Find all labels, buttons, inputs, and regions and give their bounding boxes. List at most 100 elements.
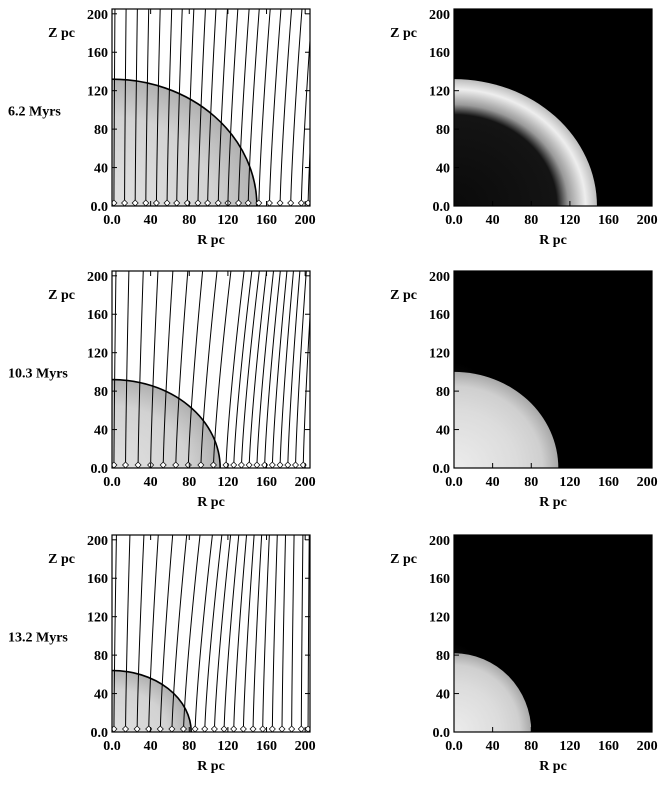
footpoint-marker	[131, 199, 139, 206]
y-axis-label: Z pc	[390, 26, 417, 41]
x-tick-label: 0.0	[445, 475, 463, 490]
y-tick-label: 200	[87, 534, 108, 549]
time-label: 10.3 Myrs	[8, 366, 68, 381]
footpoint-marker	[253, 461, 261, 468]
field-line	[291, 535, 295, 732]
x-tick-label: 120	[217, 739, 238, 754]
footpoint-marker	[249, 725, 257, 732]
y-tick-label: 80	[94, 385, 108, 400]
x-tick-label: 40	[144, 475, 158, 490]
footpoint-marker	[265, 199, 273, 206]
field-line	[176, 9, 183, 206]
footpoint-marker	[172, 461, 180, 468]
x-axis-label: R pc	[197, 495, 225, 510]
y-tick-label: 0.0	[433, 726, 451, 741]
x-tick-label: 160	[598, 739, 619, 754]
x-tick-label: 40	[486, 213, 500, 228]
x-tick-label: 0.0	[103, 739, 121, 754]
footpoint-marker	[287, 199, 295, 206]
footpoint-marker	[304, 725, 310, 732]
field-line	[271, 271, 288, 468]
y-tick-label: 160	[87, 572, 108, 587]
footpoint-marker	[201, 725, 209, 732]
field-line	[159, 535, 174, 732]
x-tick-label: 200	[637, 475, 658, 490]
x-tick-label: 200	[295, 475, 316, 490]
field-line	[182, 535, 201, 732]
field-line	[264, 271, 281, 468]
y-tick-label: 120	[87, 85, 108, 100]
x-axis-label: R pc	[539, 759, 567, 774]
x-tick-label: 120	[559, 739, 580, 754]
plot-frame	[111, 270, 311, 469]
footpoint-marker	[122, 461, 130, 468]
y-tick-label: 40	[436, 424, 450, 439]
y-tick-label: 80	[436, 123, 450, 138]
x-tick-label: 120	[217, 213, 238, 228]
field-line	[200, 271, 218, 468]
field-line	[186, 9, 195, 206]
field-line	[194, 535, 213, 732]
panel-1: 6.2 Myrs 0.0 40 80 120 160 200 0.0 40 80 120 160 200…	[8, 8, 316, 248]
shell-region	[454, 79, 597, 206]
field-line	[166, 9, 173, 206]
x-tick-label: 160	[256, 475, 277, 490]
field-line	[287, 271, 301, 468]
time-label: 13.2 Myrs	[8, 630, 68, 645]
field-line	[295, 271, 307, 468]
x-tick-label: 0.0	[445, 213, 463, 228]
x-tick-label: 120	[217, 475, 238, 490]
field-line	[302, 307, 310, 468]
field-line	[227, 9, 239, 206]
y-axis-label: Z pc	[390, 552, 417, 567]
y-tick-label: 0.0	[91, 726, 109, 741]
plot-area	[454, 9, 652, 206]
x-tick-label: 40	[486, 739, 500, 754]
field-line	[256, 271, 275, 468]
footpoint-marker	[304, 199, 310, 206]
footpoint-marker	[245, 461, 253, 468]
field-line	[113, 271, 117, 468]
footpoint-marker	[284, 461, 292, 468]
field-line	[258, 9, 271, 206]
footpoint-marker	[288, 725, 296, 732]
x-tick-label: 160	[598, 213, 619, 228]
y-tick-label: 40	[436, 688, 450, 703]
y-tick-label: 40	[94, 162, 108, 177]
y-axis-label: Z pc	[48, 288, 75, 303]
shell-region	[454, 371, 559, 468]
footpoint-marker	[297, 725, 305, 732]
footpoint-marker	[214, 199, 222, 206]
x-tick-label: 200	[295, 213, 316, 228]
field-line	[171, 535, 188, 732]
field-line	[238, 9, 250, 206]
y-tick-label: 200	[87, 270, 108, 285]
field-line	[113, 9, 116, 206]
y-tick-label: 0.0	[433, 462, 451, 477]
y-tick-label: 160	[429, 572, 450, 587]
shell-boundary	[112, 78, 258, 206]
y-tick-label: 160	[87, 46, 108, 61]
y-tick-label: 40	[94, 424, 108, 439]
x-axis-label: R pc	[539, 495, 567, 510]
y-tick-label: 120	[429, 347, 450, 362]
field-line	[155, 9, 161, 206]
field-line	[248, 271, 268, 468]
plot-frame	[453, 8, 653, 207]
x-axis-label: R pc	[197, 233, 225, 248]
panel-5: 13.2 Myrs 0.0 40 80 120 160 200 0.0 40 80 120 160 20…	[8, 534, 316, 774]
x-tick-label: 0.0	[103, 213, 121, 228]
field-line	[204, 535, 223, 732]
y-tick-label: 160	[87, 308, 108, 323]
field-line	[247, 9, 260, 206]
field-line	[252, 535, 263, 732]
footpoint-marker	[230, 725, 238, 732]
footpoint-marker	[168, 725, 176, 732]
field-line	[223, 535, 240, 732]
x-tick-label: 160	[256, 213, 277, 228]
y-tick-label: 80	[436, 385, 450, 400]
footpoint-marker	[255, 199, 263, 206]
y-tick-label: 80	[94, 123, 108, 138]
y-axis-label: Z pc	[48, 26, 75, 41]
y-tick-label: 80	[94, 649, 108, 664]
